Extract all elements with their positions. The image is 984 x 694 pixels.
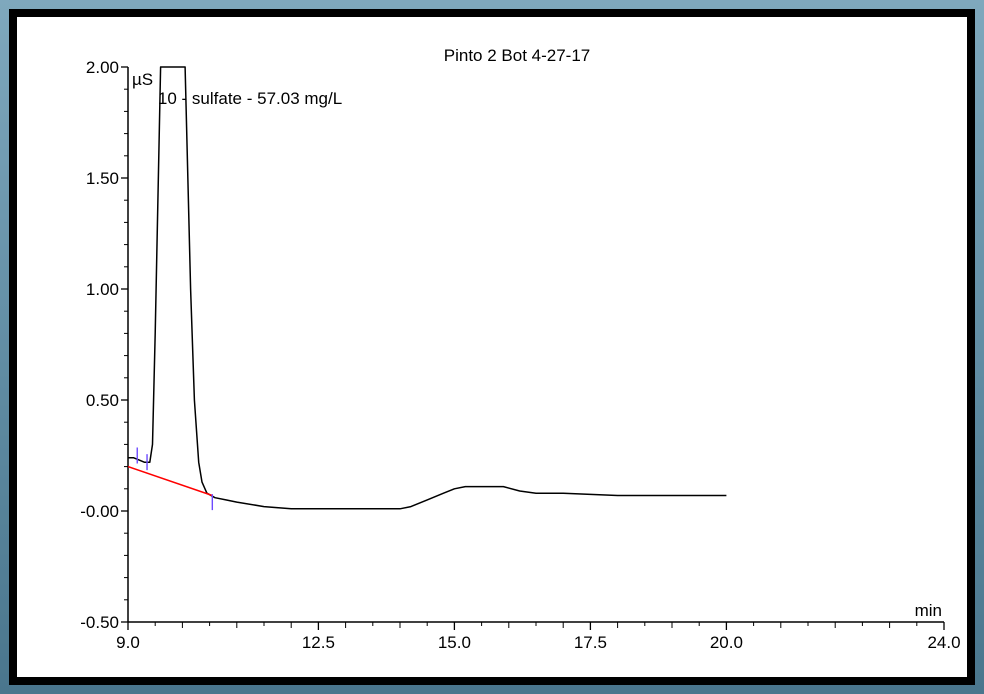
series-group: [128, 66, 727, 510]
x-tick-label: 9.0: [116, 633, 140, 652]
chromatogram-chart: Pinto 2 Bot 4-27-17 µS min 2.00 1.50 1.00 0…: [80, 46, 961, 652]
x-ticks: 9.0 12.5 15.0 17.5 20.0 24.0: [116, 622, 961, 652]
x-tick-label: 12.5: [302, 633, 335, 652]
annotations: 10 - sulfate - 57.03 mg/L: [158, 89, 342, 108]
y-ticks: 2.00 1.50 1.00 0.50 -0.00 -0.50: [80, 58, 128, 632]
baseline-line: [128, 465, 213, 497]
axes: [127, 67, 944, 623]
chart-title: Pinto 2 Bot 4-27-17: [444, 46, 590, 65]
y-tick-label: 1.50: [86, 169, 119, 188]
y-axis-unit: µS: [132, 70, 153, 89]
x-tick-label: 17.5: [574, 633, 607, 652]
y-tick-label: -0.50: [80, 613, 119, 632]
y-tick-label: 2.00: [86, 58, 119, 77]
peak-annotation: 10 - sulfate - 57.03 mg/L: [158, 89, 342, 108]
y-tick-label: 1.00: [86, 280, 119, 299]
y-tick-label: -0.00: [80, 502, 119, 521]
y-tick-label: 0.50: [86, 391, 119, 410]
x-tick-label: 24.0: [927, 633, 960, 652]
chart-panel: Pinto 2 Bot 4-27-17 µS min 2.00 1.50 1.00 0…: [17, 17, 967, 677]
x-tick-label: 15.0: [438, 633, 471, 652]
x-axis-unit: min: [915, 601, 942, 620]
peak-markers: [136, 447, 214, 511]
chromatogram-trace: [128, 66, 727, 510]
x-tick-label: 20.0: [710, 633, 743, 652]
